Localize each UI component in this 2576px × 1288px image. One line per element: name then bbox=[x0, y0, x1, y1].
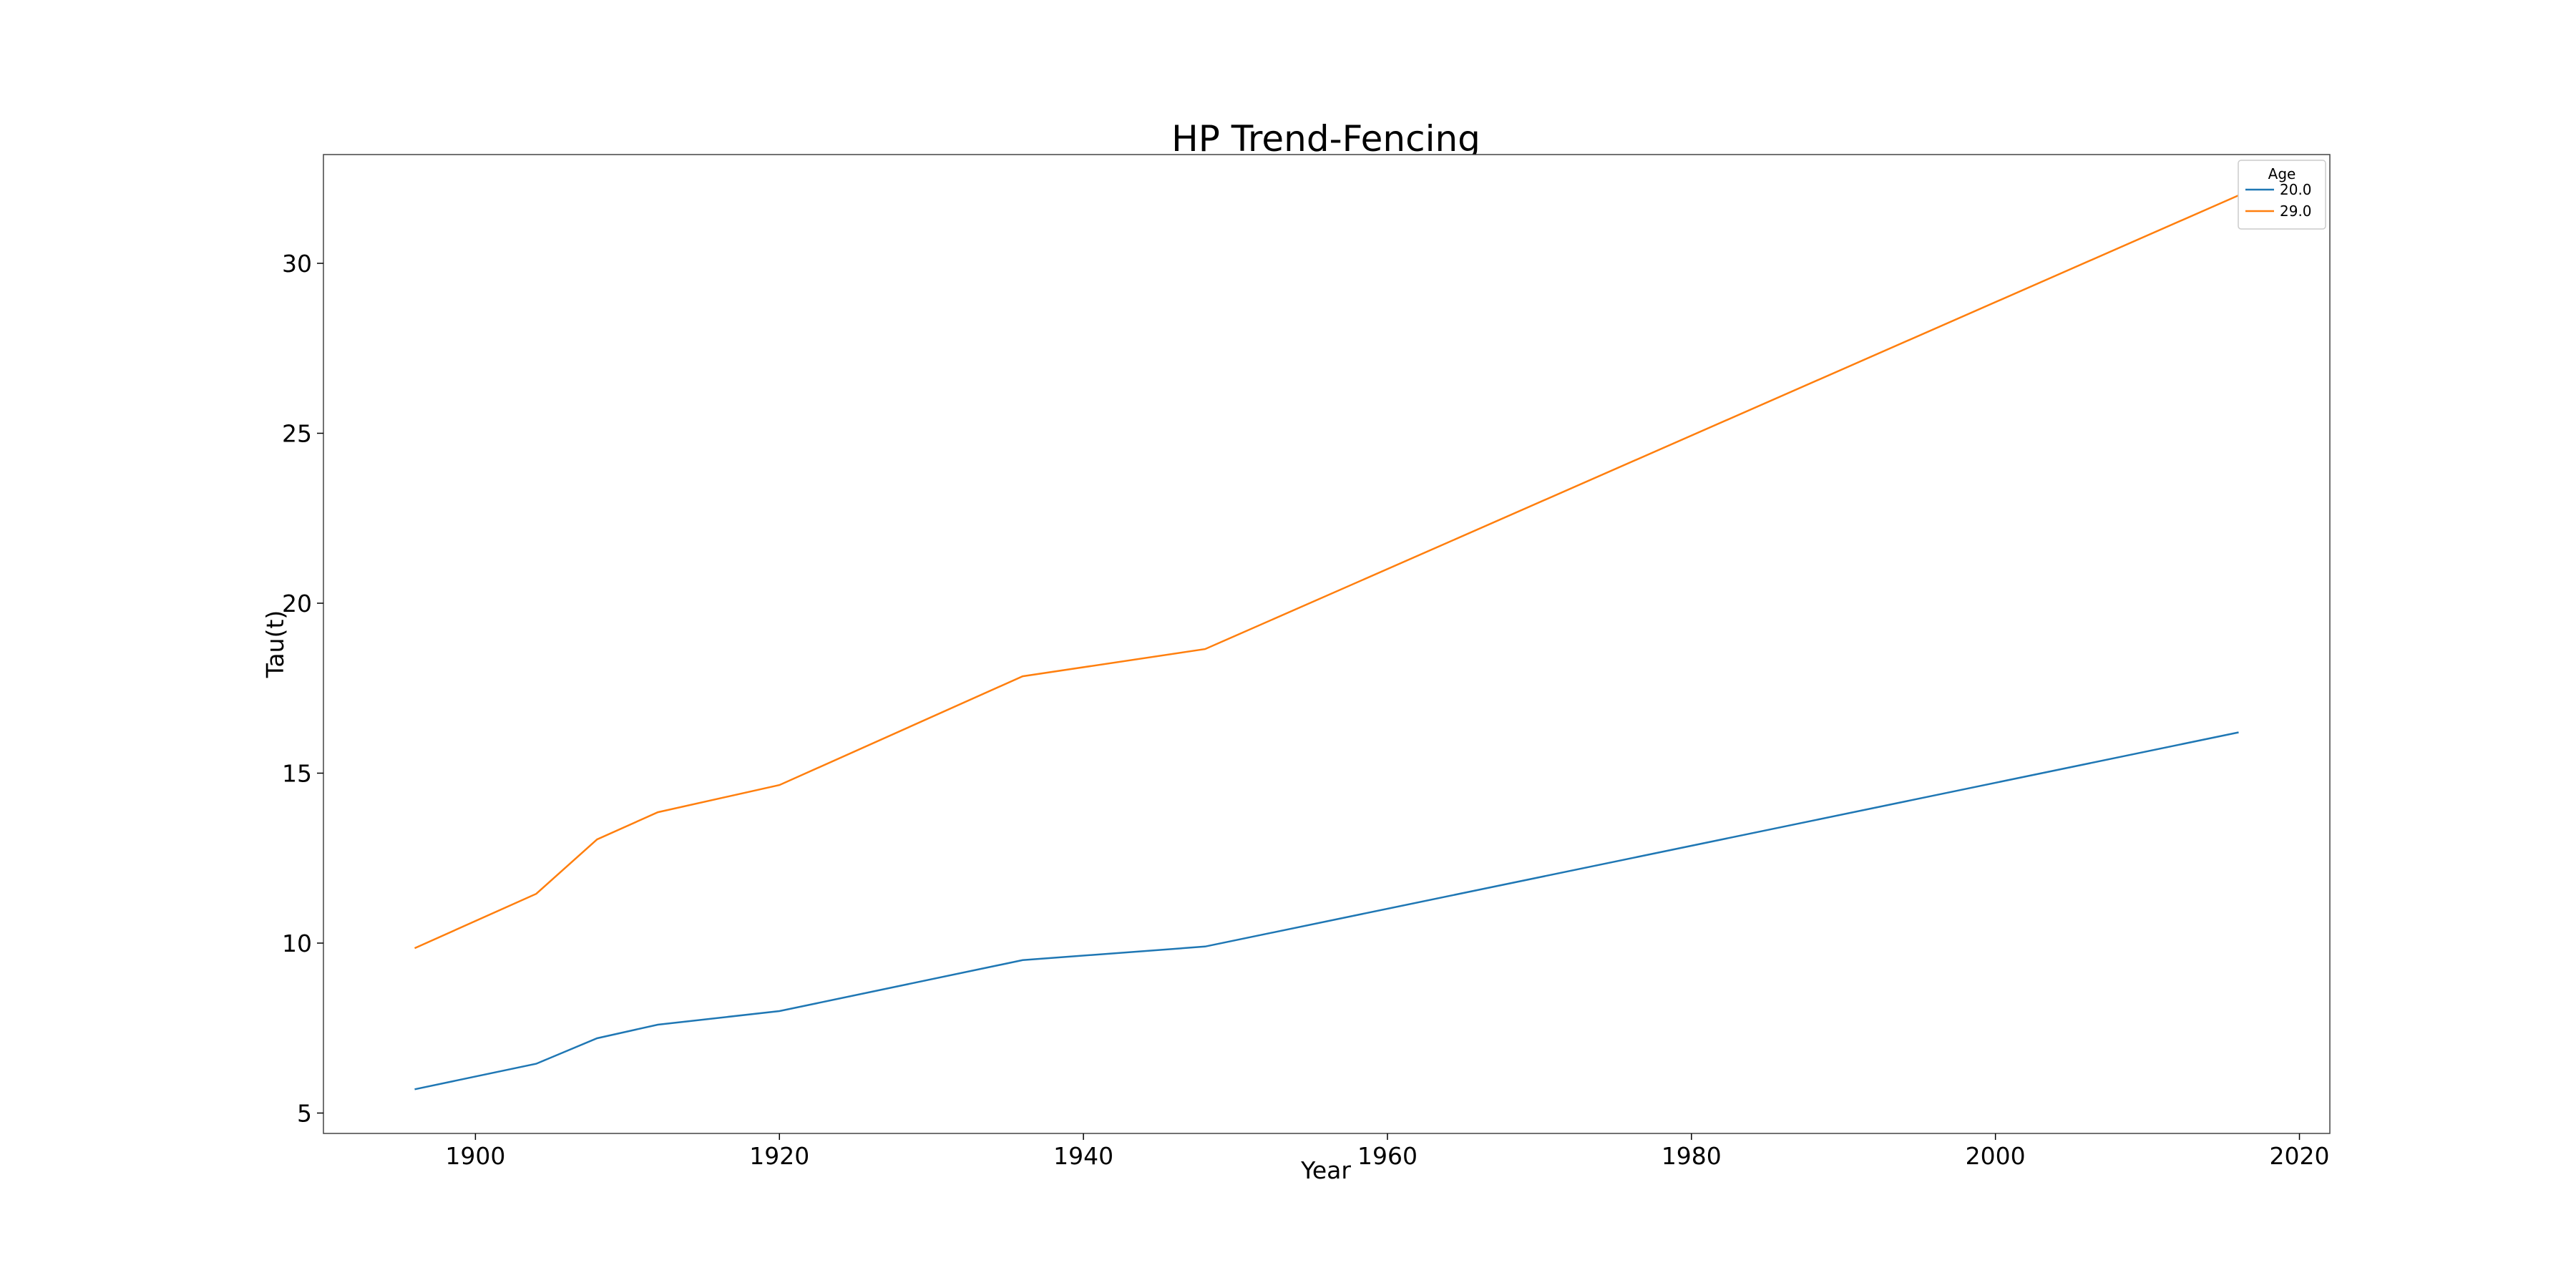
x-tick-label: 1960 bbox=[1357, 1142, 1418, 1170]
chart-title: HP Trend-Fencing bbox=[1171, 118, 1480, 160]
legend-title: Age bbox=[2268, 165, 2296, 182]
x-tick-label: 2020 bbox=[2270, 1142, 2330, 1170]
legend-label: 29.0 bbox=[2280, 203, 2312, 220]
y-tick-label: 15 bbox=[282, 760, 312, 788]
legend-items: 20.0 29.0 bbox=[2245, 181, 2312, 220]
y-tick-label: 5 bbox=[297, 1100, 312, 1128]
x-tick-label: 2000 bbox=[1966, 1142, 2026, 1170]
x-tick-label: 1920 bbox=[749, 1142, 809, 1170]
y-tick-label: 10 bbox=[282, 930, 312, 957]
x-tick-label: 1940 bbox=[1053, 1142, 1113, 1170]
y-tick-label: 20 bbox=[282, 590, 312, 618]
y-tick-label: 25 bbox=[282, 420, 312, 448]
x-axis-ticks: 1900 1920 1940 1960 1980 2000 2020 bbox=[445, 1133, 2330, 1170]
series-lines bbox=[414, 194, 2240, 1091]
plot-area bbox=[323, 154, 2331, 1134]
series-line-29.0 bbox=[414, 194, 2240, 950]
x-axis-label: Year bbox=[1300, 1156, 1351, 1184]
y-axis-ticks: 5 10 15 20 25 30 bbox=[282, 250, 323, 1128]
y-axis-label: Tau(t) bbox=[261, 610, 289, 679]
y-tick-label: 30 bbox=[282, 250, 312, 278]
legend-label: 20.0 bbox=[2280, 181, 2312, 198]
legend: Age 20.0 29.0 bbox=[2238, 160, 2326, 230]
x-tick-label: 1900 bbox=[445, 1142, 505, 1170]
x-tick-label: 1980 bbox=[1662, 1142, 1722, 1170]
series-line-20.0 bbox=[414, 731, 2239, 1091]
